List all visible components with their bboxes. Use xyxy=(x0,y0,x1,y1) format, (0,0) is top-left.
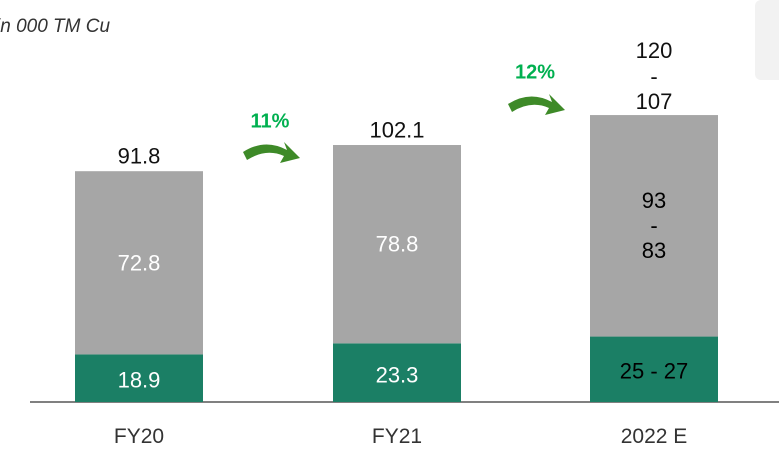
value-label: 18.9 xyxy=(117,367,161,393)
total-label: 91.8 xyxy=(117,143,161,169)
x-tick-label: FY20 xyxy=(113,424,165,448)
subtitle: in 000 TM Cu xyxy=(0,16,111,37)
bar-segment xyxy=(590,336,718,402)
growth-label: 11% xyxy=(250,110,290,133)
bar-segment xyxy=(333,343,461,402)
x-tick-label: FY21 xyxy=(371,424,423,448)
value-label: 72.8 xyxy=(117,250,161,276)
bar-segment xyxy=(333,145,461,344)
growth-label: 12% xyxy=(514,61,556,84)
bar-segment xyxy=(590,115,718,337)
value-label: 93 - 83 xyxy=(641,187,667,264)
total-label: 120 - 107 xyxy=(635,38,673,115)
value-label: 23.3 xyxy=(375,362,419,388)
growth-arrows xyxy=(243,94,565,163)
panel-edge xyxy=(755,0,779,80)
x-tick-label: 2022 E xyxy=(620,424,688,448)
bar-segment xyxy=(75,354,203,402)
value-label: 25 - 27 xyxy=(619,358,689,384)
arrow xyxy=(508,94,565,115)
bar-segment xyxy=(75,171,203,355)
total-label: 102.1 xyxy=(369,117,425,143)
arrow xyxy=(243,142,300,163)
value-label: 78.8 xyxy=(375,231,419,257)
